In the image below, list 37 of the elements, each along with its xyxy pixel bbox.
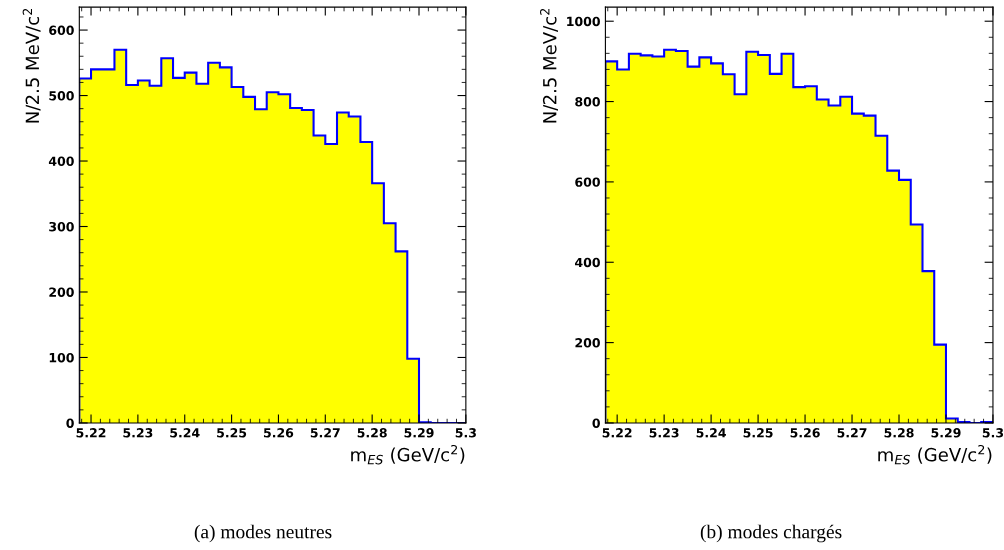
y-tick-label: 0 [66, 418, 74, 428]
x-tick-label: 5.24 [170, 428, 200, 438]
y-tick-label: 400 [48, 156, 74, 166]
x-tick-label: 5.27 [837, 428, 867, 438]
x-tick-label: 5.24 [696, 428, 726, 438]
x-tick-label: 5.28 [884, 428, 914, 438]
y-tick-label: 200 [49, 287, 74, 297]
y-tick-label: 800 [575, 97, 600, 107]
x-tick-label: 5.23 [123, 428, 153, 438]
x-tick-label: 5.25 [743, 428, 773, 438]
y-axis-title: N/2.5 MeV/c$^{2}$ [22, 8, 41, 123]
x-axis-title: m$_{ES}$ (GeV/c$^{2}$) [351, 444, 465, 465]
y-tick-label: 400 [575, 257, 600, 268]
x-tick-label: 5.26 [790, 428, 820, 438]
y-tick-label: 200 [575, 338, 600, 348]
x-tick-label: 5.22 [602, 428, 632, 438]
x-axis-title: m$_{ES}$ (GeV/c$^{2}$) [878, 444, 992, 465]
x-tick-label: 5.25 [217, 428, 247, 438]
y-tick-label: 600 [575, 177, 600, 187]
y-tick-label: 600 [49, 25, 74, 35]
x-tick-label: 5.26 [263, 428, 294, 438]
y-tick-label: 300 [49, 221, 74, 232]
y-tick-label: 0 [592, 418, 600, 428]
y-axis-title: N/2.5 MeV/c$^{2}$ [540, 8, 558, 123]
y-tick-label: 1000 [567, 16, 600, 27]
y-tick-label: 500 [49, 91, 74, 101]
text: (a) modes neutres [194, 524, 332, 543]
y-tick-label: 100 [49, 352, 74, 363]
x-tick-label: 5.22 [76, 428, 106, 438]
x-tick-label: 5.27 [310, 428, 340, 438]
text: (b) modes chargés [700, 524, 842, 543]
x-tick-label: 5.3 [455, 428, 476, 438]
x-tick-label: 5.29 [931, 428, 961, 438]
x-tick-label: 5.29 [404, 428, 434, 438]
x-tick-label: 5.3 [982, 428, 1004, 438]
x-tick-label: 5.23 [649, 428, 679, 438]
x-tick-label: 5.28 [357, 428, 387, 438]
